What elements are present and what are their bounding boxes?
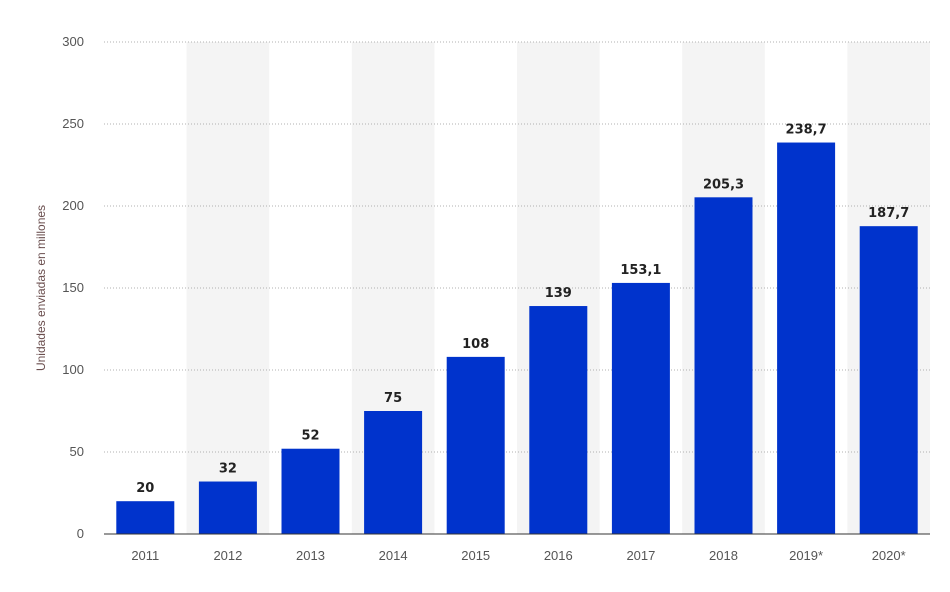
y-tick-label: 250 (62, 116, 84, 131)
data-label-2020*: 187,7 (868, 206, 909, 221)
x-tick-label: 2017 (626, 548, 655, 563)
data-label-2019*: 238,7 (786, 123, 827, 138)
bar-2012 (198, 481, 257, 534)
bar-2016 (529, 306, 588, 534)
x-tick-label: 2016 (544, 548, 573, 563)
y-tick-label: 0 (77, 526, 84, 541)
data-label-2014: 75 (384, 391, 402, 406)
data-label-2013: 52 (301, 429, 319, 444)
y-tick-label: 200 (62, 198, 84, 213)
y-tick-label: 150 (62, 280, 84, 295)
y-tick-label: 100 (62, 362, 84, 377)
data-label-2016: 139 (545, 286, 572, 301)
x-tick-label: 2012 (213, 548, 242, 563)
bar-2013 (281, 448, 340, 534)
bar-2011 (116, 501, 175, 534)
data-label-2018: 205,3 (703, 177, 744, 192)
bar-2018 (694, 197, 753, 535)
bar-2017 (611, 282, 670, 534)
bar-2014 (364, 411, 423, 534)
x-tick-label: 2020* (872, 548, 906, 563)
y-axis-ticks: 0 50 100 150 200 250 300 (62, 34, 84, 541)
bars (116, 142, 918, 535)
x-tick-label: 2011 (131, 548, 159, 563)
x-tick-label: 2019* (789, 548, 823, 563)
bar-2019* (777, 142, 836, 535)
x-tick-label: 2018 (709, 548, 738, 563)
x-tick-label: 2013 (296, 548, 325, 563)
data-label-2012: 32 (219, 462, 237, 477)
data-labels: 20 32 52 75 108 139 153,1 205,3 238,7 187,7 (136, 123, 909, 497)
data-label-2017: 153,1 (620, 263, 661, 278)
y-tick-label: 50 (70, 444, 84, 459)
x-tick-label: 2014 (379, 548, 408, 563)
x-axis-ticks: 2011 2012 2013 2014 2015 2016 2017 2018 2019* 202… (131, 548, 905, 563)
data-label-2011: 20 (136, 481, 154, 496)
bar-2020* (859, 226, 918, 534)
x-tick-label: 2015 (461, 548, 490, 563)
data-label-2015: 108 (462, 337, 489, 352)
y-tick-label: 300 (62, 34, 84, 49)
y-axis-title: Unidades enviadas en millones (34, 205, 48, 371)
bar-2015 (446, 356, 505, 534)
